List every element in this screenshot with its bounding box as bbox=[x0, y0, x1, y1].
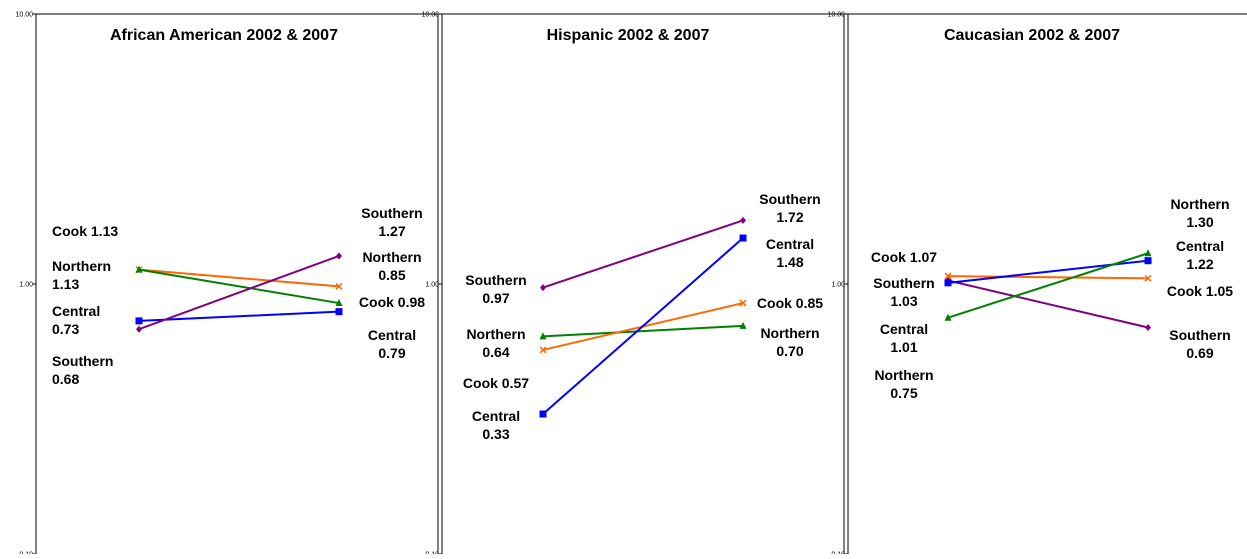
data-label-right: 0.79 bbox=[378, 345, 405, 361]
data-point-x bbox=[944, 272, 952, 280]
data-point-x-stroke bbox=[944, 272, 952, 280]
y-tick-label: 10.00 bbox=[421, 12, 439, 19]
data-point-diamond bbox=[540, 284, 546, 292]
data-label-right: 1.48 bbox=[776, 254, 803, 270]
data-point-square bbox=[335, 308, 343, 316]
data-label-right: 1.27 bbox=[378, 223, 405, 239]
data-point-x bbox=[1144, 274, 1152, 282]
data-label-right: Central bbox=[368, 327, 416, 343]
data-point-x bbox=[539, 346, 547, 354]
data-label-right: Northern bbox=[362, 249, 421, 265]
data-label-left: 0.33 bbox=[482, 426, 509, 442]
series-line bbox=[947, 259, 1149, 284]
data-label-left: 0.68 bbox=[52, 371, 79, 387]
data-label-left: Central bbox=[52, 303, 100, 319]
data-point-x-stroke bbox=[335, 282, 343, 290]
data-point-diamond bbox=[136, 325, 142, 333]
data-label-right: Cook 0.85 bbox=[757, 295, 823, 311]
data-point-x bbox=[739, 299, 747, 307]
data-label-right: Northern bbox=[1170, 196, 1229, 212]
data-label-left: Cook 1.07 bbox=[871, 249, 937, 265]
data-point-square bbox=[739, 234, 747, 242]
data-point-x-stroke bbox=[739, 299, 747, 307]
data-point-triangle bbox=[335, 299, 343, 307]
data-label-left: 1.13 bbox=[52, 276, 79, 292]
y-tick-label: 1.00 bbox=[425, 282, 439, 289]
series-line bbox=[542, 219, 744, 289]
data-point-diamond bbox=[740, 216, 746, 224]
chart-title: African American 2002 & 2007 bbox=[110, 27, 338, 44]
series-line bbox=[542, 237, 744, 415]
chart-title: Caucasian 2002 & 2007 bbox=[944, 27, 1120, 44]
data-label-right: Northern bbox=[760, 325, 819, 341]
data-label-left: Central bbox=[472, 408, 520, 424]
data-point-x-stroke bbox=[1144, 274, 1152, 282]
data-label-right: Cook 0.98 bbox=[359, 294, 425, 310]
data-label-left: Central bbox=[880, 321, 928, 337]
data-label-left: Cook 1.13 bbox=[52, 223, 118, 239]
data-label-right: 1.72 bbox=[776, 209, 803, 225]
data-label-right: Central bbox=[1176, 238, 1224, 254]
series-line bbox=[542, 324, 744, 338]
data-point-square bbox=[1144, 257, 1152, 265]
data-label-left: Southern bbox=[873, 275, 934, 291]
data-label-left: Northern bbox=[52, 258, 111, 274]
data-point-square bbox=[539, 410, 547, 418]
data-point-triangle bbox=[944, 313, 952, 321]
y-tick-label: 1.00 bbox=[831, 282, 845, 289]
y-tick-label: 10.00 bbox=[827, 12, 845, 19]
data-label-right: Central bbox=[766, 236, 814, 252]
data-label-left: 0.73 bbox=[52, 321, 79, 337]
data-label-right: 1.22 bbox=[1186, 256, 1213, 272]
data-point-triangle bbox=[539, 332, 547, 340]
chart-panel: 10.001.000.10African American 2002 & 200… bbox=[15, 12, 439, 559]
data-point-x-stroke bbox=[539, 346, 547, 354]
chart-title: Hispanic 2002 & 2007 bbox=[547, 27, 710, 44]
data-label-right: 0.85 bbox=[378, 267, 405, 283]
chart-panel: 10.001.000.10Hispanic 2002 & 2007Souther… bbox=[421, 12, 845, 559]
series-line bbox=[947, 279, 1149, 329]
data-point-x bbox=[335, 282, 343, 290]
series-line bbox=[138, 255, 340, 331]
data-label-left: Northern bbox=[874, 367, 933, 383]
series-line bbox=[138, 310, 340, 322]
data-label-left: Southern bbox=[52, 353, 113, 369]
series-line bbox=[947, 275, 1149, 280]
data-point-triangle bbox=[135, 265, 143, 273]
data-point-triangle bbox=[739, 321, 747, 329]
series-line bbox=[947, 252, 1149, 319]
data-point-triangle bbox=[1144, 249, 1152, 257]
series-line bbox=[138, 268, 340, 305]
data-label-left: 0.75 bbox=[890, 385, 917, 401]
data-label-left: 0.64 bbox=[482, 344, 509, 360]
data-label-left: Northern bbox=[466, 326, 525, 342]
y-tick-label: 10.00 bbox=[15, 12, 33, 19]
y-tick-label: 1.00 bbox=[19, 282, 33, 289]
data-label-right: Southern bbox=[759, 191, 820, 207]
data-label-right: 0.70 bbox=[776, 343, 803, 359]
data-label-right: Cook 1.05 bbox=[1167, 283, 1233, 299]
data-label-left: Cook 0.57 bbox=[463, 375, 529, 391]
data-label-left: 0.97 bbox=[482, 290, 509, 306]
data-label-right: 0.69 bbox=[1186, 345, 1213, 361]
data-point-square bbox=[135, 317, 143, 325]
data-point-square bbox=[944, 279, 952, 287]
series-line bbox=[138, 268, 340, 288]
data-label-right: 1.30 bbox=[1186, 214, 1213, 230]
data-label-left: 1.01 bbox=[890, 339, 917, 355]
data-label-right: Southern bbox=[1169, 327, 1230, 343]
data-point-diamond bbox=[336, 252, 342, 260]
data-point-diamond bbox=[1145, 324, 1151, 332]
data-label-left: Southern bbox=[465, 272, 526, 288]
data-label-right: Southern bbox=[361, 205, 422, 221]
data-label-left: 1.03 bbox=[890, 293, 917, 309]
